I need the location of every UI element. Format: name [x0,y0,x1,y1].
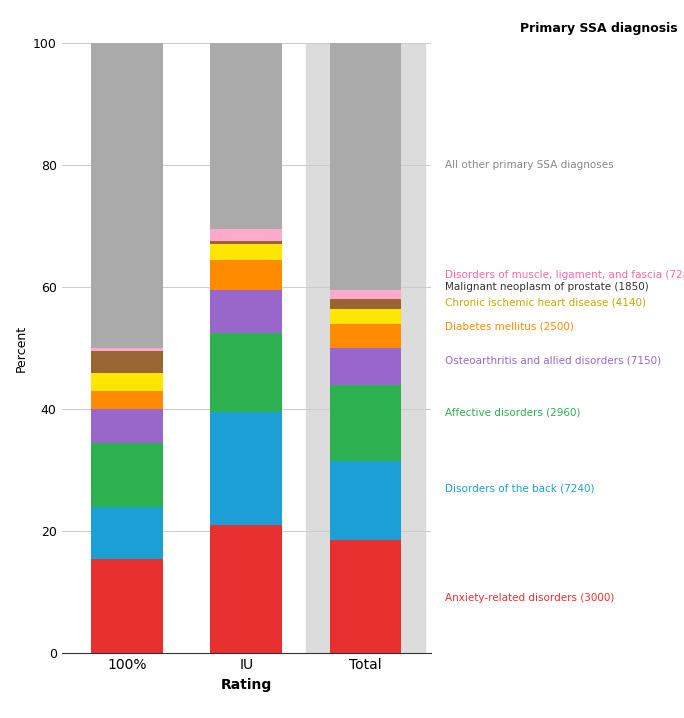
Bar [211,43,282,229]
Bar [211,412,282,526]
Text: Chronic ischemic heart disease (4140): Chronic ischemic heart disease (4140) [445,297,646,307]
Bar [92,351,163,373]
Text: Osteoarthritis and allied disorders (7150): Osteoarthritis and allied disorders (715… [445,355,661,365]
Bar [92,409,163,443]
Bar [330,299,401,309]
Bar [330,43,401,290]
Bar [92,43,163,348]
Bar [92,348,163,351]
Bar [330,461,401,541]
Bar [211,333,282,412]
Bar [211,290,282,333]
Text: Diabetes mellitus (2500): Diabetes mellitus (2500) [445,322,573,332]
Bar [330,290,401,299]
Bar [211,241,282,244]
Text: Affective disorders (2960): Affective disorders (2960) [445,407,580,417]
Bar [211,229,282,241]
Bar [92,443,163,507]
Text: Malignant neoplasm of prostate (1850): Malignant neoplasm of prostate (1850) [445,282,648,292]
Bar [92,559,163,653]
Bar [211,260,282,290]
Text: Disorders of the back (7240): Disorders of the back (7240) [445,484,594,493]
Bar [92,373,163,391]
Text: Disorders of muscle, ligament, and fascia (7280): Disorders of muscle, ligament, and fasci… [445,270,684,280]
Y-axis label: Percent: Percent [14,325,27,372]
Bar [330,348,401,385]
Bar [330,541,401,653]
X-axis label: Rating: Rating [221,678,272,692]
Bar [330,324,401,348]
Text: Primary SSA diagnosis: Primary SSA diagnosis [520,22,677,34]
Bar [211,526,282,653]
Text: Anxiety-related disorders (3000): Anxiety-related disorders (3000) [445,594,614,603]
Bar [92,507,163,559]
Bar [92,391,163,409]
Bar [330,385,401,461]
Bar [211,244,282,260]
Bar [330,309,401,324]
Text: All other primary SSA diagnoses: All other primary SSA diagnoses [445,160,614,170]
Bar [306,43,425,653]
